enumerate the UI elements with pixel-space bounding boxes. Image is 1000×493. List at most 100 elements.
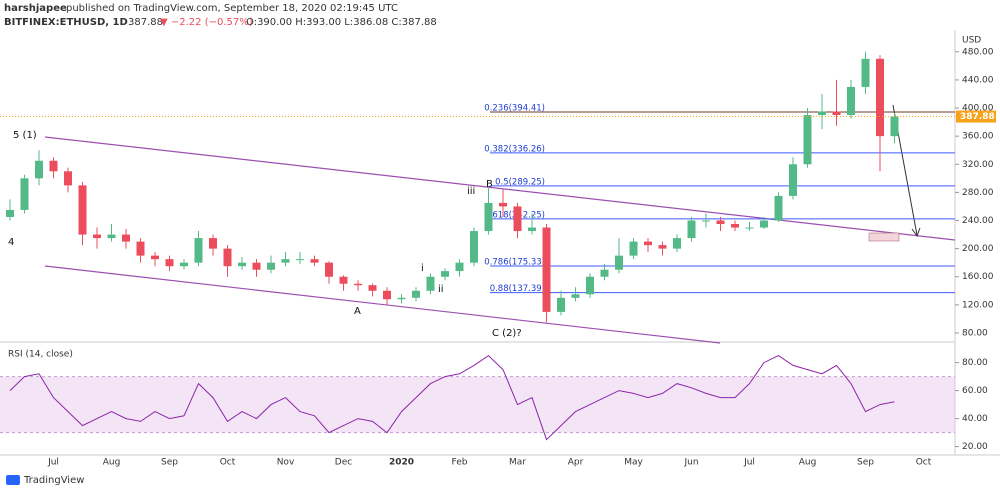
y-tick-label: 160.00 <box>962 272 994 282</box>
fib-label: 0.382(336.26) <box>484 144 545 154</box>
x-tick-label: Mar <box>509 458 526 468</box>
candle-body <box>151 255 159 260</box>
candle-body <box>832 111 841 116</box>
x-tick-label: Feb <box>452 458 468 468</box>
wave-label: i <box>421 263 424 274</box>
x-tick-label: Nov <box>277 458 295 468</box>
candle-body <box>383 290 391 300</box>
candle-body <box>64 171 72 186</box>
logo <box>6 475 20 485</box>
candle-body <box>20 178 29 210</box>
x-tick-label: Apr <box>568 458 584 468</box>
candle-body <box>745 227 754 229</box>
candle-body <box>658 245 667 249</box>
candle-body <box>499 202 507 207</box>
y-tick-label: 440.00 <box>962 75 994 85</box>
candle-body <box>644 241 652 246</box>
candle-body <box>180 262 188 267</box>
x-tick-label: Oct <box>220 458 236 468</box>
candle-body <box>209 238 217 249</box>
fib-label: 0.5(289.25) <box>495 177 545 187</box>
candle-body <box>542 227 551 312</box>
candle-body <box>122 234 130 242</box>
x-tick-label: Sep <box>857 458 874 468</box>
candle-body <box>368 285 377 291</box>
candle-body <box>818 111 826 116</box>
x-tick-label: Jul <box>743 458 755 468</box>
x-tick-label: Oct <box>916 458 932 468</box>
candle-body <box>615 255 623 270</box>
candle-body <box>281 259 290 263</box>
candle-body <box>861 58 870 87</box>
y-tick-label: 80.00 <box>962 358 988 368</box>
rsi-title: RSI (14, close) <box>8 350 73 360</box>
x-tick-label: Aug <box>799 458 817 468</box>
candle-body <box>93 234 101 239</box>
candle-body <box>557 297 565 312</box>
published: published on TradingView.com, September … <box>66 3 398 14</box>
candle-body <box>774 195 783 221</box>
rsi-band <box>0 376 955 433</box>
candle-body <box>528 227 536 232</box>
candle-body <box>716 220 725 225</box>
x-tick-label: Aug <box>103 458 121 468</box>
wave-label: B <box>486 179 493 190</box>
candle-body <box>325 262 333 277</box>
candle-body <box>441 271 449 277</box>
candle-body <box>629 241 638 256</box>
candle-body <box>847 86 855 116</box>
wave-label: A <box>354 306 361 317</box>
rsi-line <box>9 354 895 441</box>
candle-body <box>760 220 768 228</box>
candle-body <box>397 297 406 300</box>
y-tick-label: 120.00 <box>962 300 994 310</box>
wave-label: 5 (1) <box>13 130 37 141</box>
candle-body <box>687 220 696 239</box>
y-tick-label: 400.00 <box>962 104 994 114</box>
y-tick-label: 480.00 <box>962 47 994 57</box>
candle-body <box>223 248 232 267</box>
ohlc: O:390.00 H:393.00 L:386.08 C:387.88 <box>246 17 437 28</box>
currency: USD <box>962 36 981 46</box>
candle-body <box>702 220 710 222</box>
channel-line <box>44 136 956 241</box>
author: harshjapee <box>4 3 67 14</box>
fib-label: 0.236(394.41) <box>484 103 545 113</box>
wave-label: iii <box>467 186 475 197</box>
candle-body <box>455 262 464 272</box>
fib-label: 0.786(175.33) <box>484 257 545 267</box>
candle-body <box>426 276 435 291</box>
candle-body <box>267 262 275 270</box>
brand: TradingView <box>23 475 84 486</box>
candle-body <box>310 259 319 263</box>
candle-body <box>673 238 681 249</box>
arrow-head <box>911 227 921 238</box>
candle-body <box>238 262 246 267</box>
candle-body <box>586 276 594 295</box>
channel-line <box>44 265 721 344</box>
x-tick-label: Sep <box>161 458 178 468</box>
candle-body <box>571 294 580 298</box>
candle-body <box>339 276 348 284</box>
x-tick-label: Jul <box>47 458 59 468</box>
last-price-label: 387.88 <box>960 112 995 122</box>
y-tick-label: 20.00 <box>962 442 988 452</box>
y-tick-label: 40.00 <box>962 414 988 424</box>
x-tick-label: May <box>624 458 643 468</box>
candle-body <box>803 115 812 165</box>
y-tick-label: 280.00 <box>962 188 994 198</box>
candle-body <box>513 206 522 232</box>
target-box <box>868 232 900 242</box>
x-tick-label: 2020 <box>389 458 414 468</box>
x-tick-label: Dec <box>335 458 352 468</box>
wave-label: 4 <box>8 237 14 248</box>
candle-body <box>470 231 478 263</box>
change: ▼ −2.22 (−0.57%) <box>160 17 253 28</box>
wave-label: ii <box>438 284 444 295</box>
candle-body <box>165 259 174 267</box>
candle-body <box>78 185 87 235</box>
y-tick-label: 80.00 <box>962 328 988 338</box>
candle-body <box>136 241 145 256</box>
